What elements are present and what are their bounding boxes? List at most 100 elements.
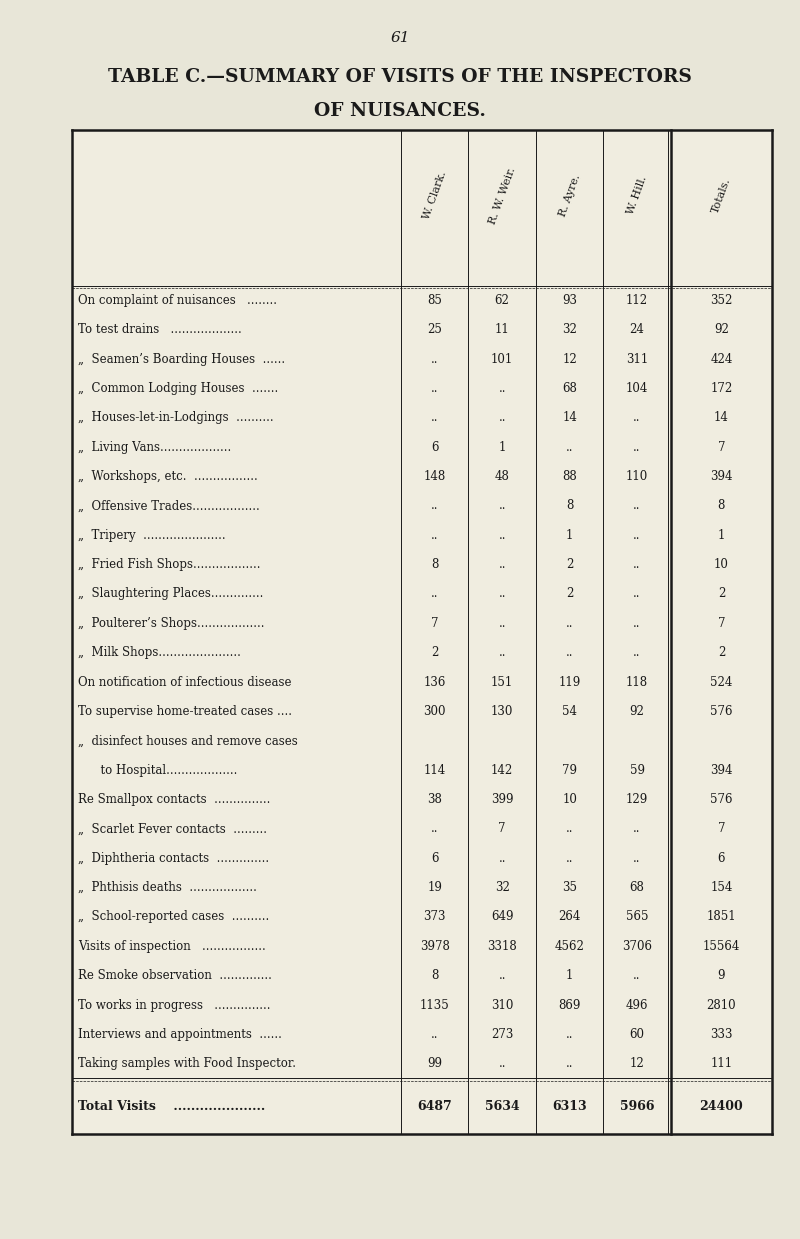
Text: On complaint of nuisances   ........: On complaint of nuisances ........: [78, 294, 278, 307]
Text: 32: 32: [562, 323, 577, 336]
Text: 19: 19: [427, 881, 442, 895]
Text: ..: ..: [431, 382, 438, 395]
Text: „  Slaughtering Places..............: „ Slaughtering Places..............: [78, 587, 264, 601]
Text: „  Houses-let-in-Lodgings  ..........: „ Houses-let-in-Lodgings ..........: [78, 411, 274, 424]
Text: 3978: 3978: [420, 940, 450, 953]
Text: 68: 68: [562, 382, 577, 395]
Text: 373: 373: [423, 911, 446, 923]
Text: ..: ..: [498, 558, 506, 571]
Text: 394: 394: [710, 763, 733, 777]
Text: 1135: 1135: [420, 999, 450, 1011]
Text: 11: 11: [495, 323, 510, 336]
Text: 7: 7: [718, 617, 725, 629]
Text: 62: 62: [494, 294, 510, 307]
Text: „  Tripery  ......................: „ Tripery ......................: [78, 529, 226, 541]
Text: 2: 2: [718, 587, 725, 601]
Text: Taking samples with Food Inspector.: Taking samples with Food Inspector.: [78, 1057, 296, 1070]
Text: To supervise home-treated cases ....: To supervise home-treated cases ....: [78, 705, 293, 717]
Text: 38: 38: [427, 793, 442, 807]
Text: Re Smoke observation  ..............: Re Smoke observation ..............: [78, 969, 272, 983]
Text: 352: 352: [710, 294, 733, 307]
Text: 5634: 5634: [485, 1099, 519, 1113]
Text: ..: ..: [634, 558, 641, 571]
Text: 101: 101: [491, 353, 514, 366]
Text: ..: ..: [634, 411, 641, 424]
Text: 649: 649: [491, 911, 514, 923]
Text: ..: ..: [498, 411, 506, 424]
Text: 14: 14: [562, 411, 577, 424]
Text: ..: ..: [431, 411, 438, 424]
Text: 10: 10: [562, 793, 577, 807]
Text: Total Visits    .....................: Total Visits .....................: [78, 1099, 266, 1113]
Text: 3318: 3318: [487, 940, 517, 953]
Text: „  Seamen’s Boarding Houses  ......: „ Seamen’s Boarding Houses ......: [78, 353, 286, 366]
Text: 264: 264: [558, 911, 581, 923]
Text: 496: 496: [626, 999, 648, 1011]
Text: W. Clark.: W. Clark.: [422, 170, 448, 221]
Text: 7: 7: [498, 823, 506, 835]
Text: ..: ..: [431, 587, 438, 601]
Text: „  Milk Shops......................: „ Milk Shops......................: [78, 647, 242, 659]
Text: ..: ..: [566, 823, 574, 835]
Text: 424: 424: [710, 353, 733, 366]
Text: 6: 6: [431, 851, 438, 865]
Text: 172: 172: [710, 382, 733, 395]
Text: 3706: 3706: [622, 940, 652, 953]
Text: 394: 394: [710, 470, 733, 483]
Text: „  Fried Fish Shops..................: „ Fried Fish Shops..................: [78, 558, 261, 571]
Text: ..: ..: [431, 823, 438, 835]
Text: ..: ..: [634, 529, 641, 541]
Text: ..: ..: [634, 647, 641, 659]
Text: 32: 32: [494, 881, 510, 895]
Text: ..: ..: [634, 617, 641, 629]
Text: ..: ..: [566, 441, 574, 453]
Text: 110: 110: [626, 470, 648, 483]
Text: ..: ..: [498, 382, 506, 395]
Text: 25: 25: [427, 323, 442, 336]
Text: 68: 68: [630, 881, 645, 895]
Text: „  Living Vans...................: „ Living Vans...................: [78, 441, 232, 453]
Text: 1: 1: [718, 529, 725, 541]
Text: 6313: 6313: [552, 1099, 587, 1113]
Text: 2: 2: [566, 558, 574, 571]
Text: 24: 24: [630, 323, 645, 336]
Text: 85: 85: [427, 294, 442, 307]
Text: to Hospital...................: to Hospital...................: [78, 763, 238, 777]
Text: 24400: 24400: [699, 1099, 743, 1113]
Text: On notification of infectious disease: On notification of infectious disease: [78, 675, 292, 689]
Text: 88: 88: [562, 470, 577, 483]
Text: 12: 12: [630, 1057, 645, 1070]
Text: „  Diphtheria contacts  ..............: „ Diphtheria contacts ..............: [78, 851, 270, 865]
Text: 61: 61: [390, 31, 410, 45]
Text: ..: ..: [634, 969, 641, 983]
Text: To test drains   ...................: To test drains ...................: [78, 323, 242, 336]
Text: 311: 311: [626, 353, 648, 366]
Text: 14: 14: [714, 411, 729, 424]
Text: OF NUISANCES.: OF NUISANCES.: [314, 102, 486, 120]
Text: 8: 8: [718, 499, 725, 513]
Text: 333: 333: [710, 1028, 733, 1041]
Text: 869: 869: [558, 999, 581, 1011]
Text: 4562: 4562: [554, 940, 585, 953]
Text: ..: ..: [498, 499, 506, 513]
Text: 7: 7: [718, 823, 725, 835]
Text: ..: ..: [566, 647, 574, 659]
Text: 7: 7: [718, 441, 725, 453]
Text: 6: 6: [431, 441, 438, 453]
Text: 151: 151: [491, 675, 514, 689]
Text: ..: ..: [566, 617, 574, 629]
Text: 114: 114: [424, 763, 446, 777]
Text: 92: 92: [714, 323, 729, 336]
Text: 6487: 6487: [418, 1099, 452, 1113]
Text: „  Common Lodging Houses  .......: „ Common Lodging Houses .......: [78, 382, 278, 395]
Text: 129: 129: [626, 793, 648, 807]
Text: 99: 99: [427, 1057, 442, 1070]
Text: 310: 310: [491, 999, 514, 1011]
Text: 6: 6: [718, 851, 725, 865]
Text: 12: 12: [562, 353, 577, 366]
Text: 92: 92: [630, 705, 645, 717]
Text: 8: 8: [566, 499, 574, 513]
Text: To works in progress   ...............: To works in progress ...............: [78, 999, 271, 1011]
Text: 54: 54: [562, 705, 577, 717]
Text: R. W. Weir.: R. W. Weir.: [487, 166, 517, 225]
